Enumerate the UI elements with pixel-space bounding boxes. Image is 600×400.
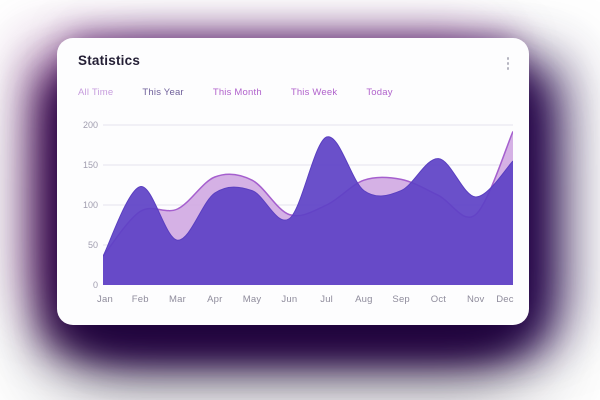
lavender-series-area bbox=[103, 131, 513, 285]
card-header: Statistics bbox=[57, 38, 529, 73]
y-axis-tick-label: 200 bbox=[82, 119, 98, 130]
area-chart: 200 150 100 50 0 Jan Feb Mar Apr May Jun Jul Aug Sep O… bbox=[57, 38, 529, 325]
kebab-dot bbox=[506, 57, 509, 60]
x-axis-tick-label: Dec bbox=[496, 294, 514, 305]
x-axis-tick-label: Jun bbox=[281, 294, 298, 305]
x-axis-tick-label: May bbox=[242, 294, 262, 305]
kebab-menu-icon[interactable] bbox=[503, 54, 514, 73]
x-axis-tick-label: Mar bbox=[169, 294, 187, 305]
kebab-dot bbox=[506, 62, 509, 65]
purple-series-area bbox=[103, 136, 513, 285]
x-axis-tick-label: Jul bbox=[320, 294, 333, 305]
time-range-tabs: All Time This Year This Month This Week Toda… bbox=[57, 87, 529, 98]
area-chart-plot bbox=[103, 124, 513, 285]
purple-series-line bbox=[103, 136, 513, 257]
y-axis-tick-label: 150 bbox=[82, 159, 98, 170]
kebab-dot bbox=[506, 67, 509, 70]
x-axis-tick-label: Jan bbox=[97, 294, 113, 305]
statistics-card: Statistics All Time This Year This Month Th… bbox=[57, 38, 529, 325]
y-axis-tick-label: 0 bbox=[92, 279, 98, 290]
y-axis-tick-label: 50 bbox=[87, 239, 98, 250]
x-axis-tick-label: Aug bbox=[355, 294, 373, 305]
lavender-series-line bbox=[103, 131, 513, 257]
tab-all-time[interactable]: All Time bbox=[78, 86, 114, 98]
card-title: Statistics bbox=[78, 53, 141, 68]
x-axis-tick-label: Sep bbox=[392, 294, 410, 305]
tab-this-year[interactable]: This Year bbox=[142, 86, 184, 98]
x-axis-tick-label: Feb bbox=[131, 294, 149, 305]
tab-this-month[interactable]: This Month bbox=[212, 86, 262, 98]
y-axis-tick-label: 100 bbox=[82, 199, 98, 210]
tab-this-week[interactable]: This Week bbox=[290, 86, 338, 98]
x-axis-tick-label: Oct bbox=[430, 294, 447, 305]
x-axis-tick-label: Nov bbox=[466, 294, 485, 305]
x-axis-tick-label: Apr bbox=[207, 294, 223, 305]
tab-today[interactable]: Today bbox=[366, 86, 393, 98]
